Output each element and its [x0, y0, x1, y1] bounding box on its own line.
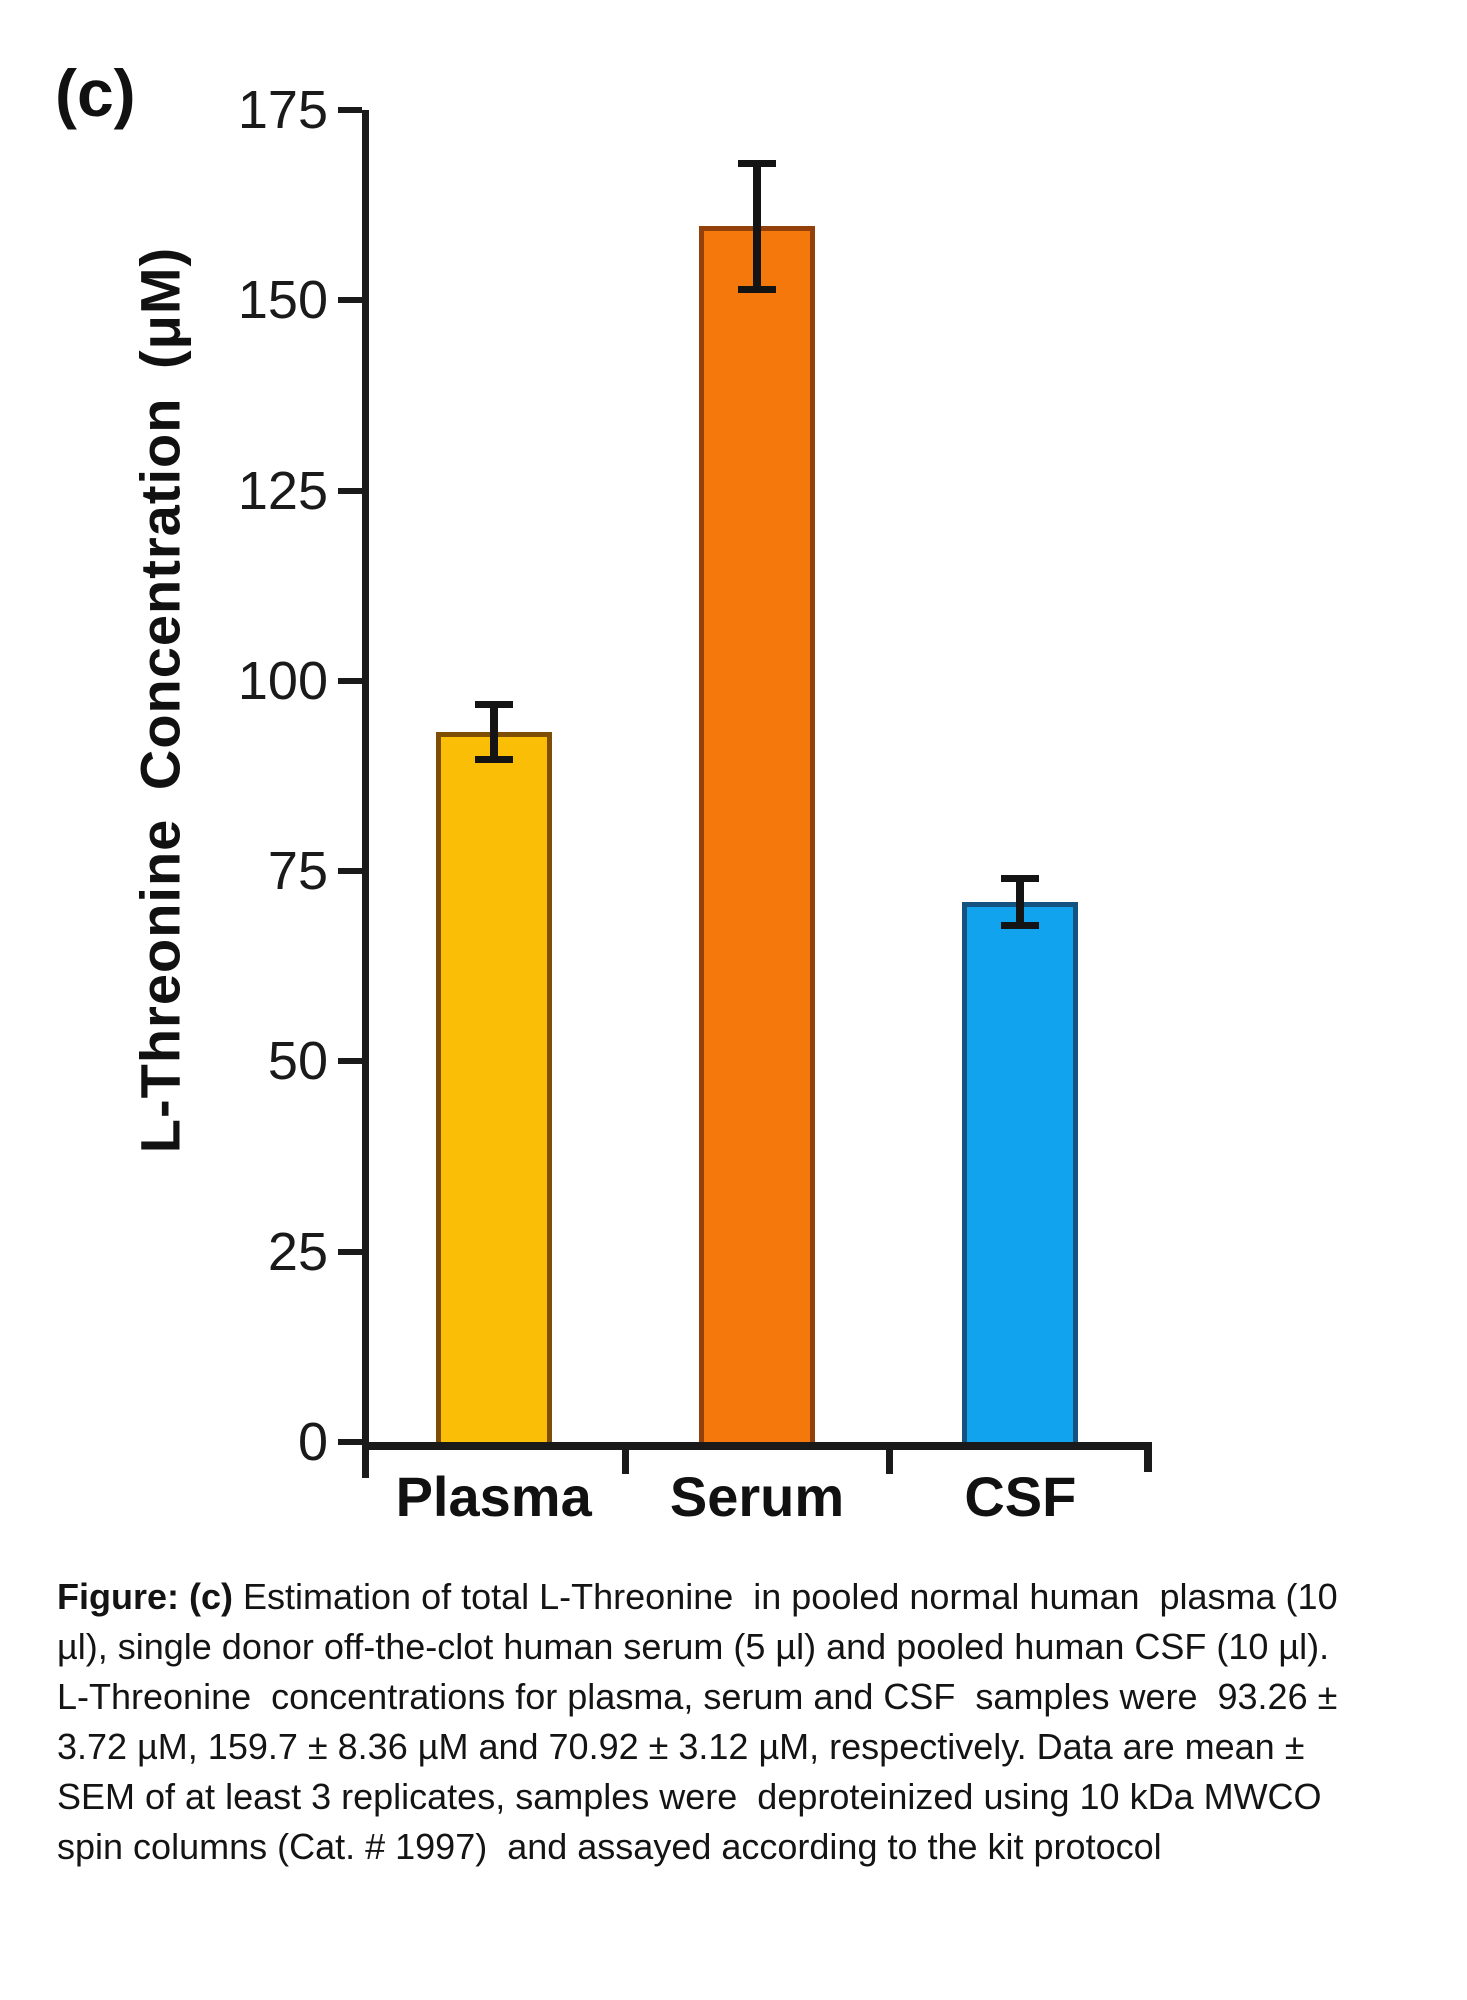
panel-label: (c) [55, 56, 136, 130]
error-cap-top-serum [738, 159, 776, 167]
x-axis-line [362, 1442, 1152, 1450]
y-tick-50 [338, 1058, 362, 1065]
caption-line-4: 3.72 µM, 159.7 ± 8.36 µM and 70.92 ± 3.1… [57, 1726, 1305, 1767]
y-tick-label-25: 25 [267, 1221, 328, 1282]
error-cap-top-plasma [474, 700, 513, 708]
x-category-label-plasma: Plasma [395, 1465, 592, 1528]
bar-serum [699, 226, 815, 1447]
y-tick-label-100: 100 [237, 650, 328, 711]
y-tick-25 [338, 1248, 362, 1255]
x-category-label-csf: CSF [964, 1465, 1077, 1528]
error-cap-bottom-plasma [474, 756, 513, 764]
caption-text: Estimation of total L-Threonine in poole… [233, 1576, 1338, 1617]
y-tick-label-0: 0 [297, 1412, 328, 1472]
y-axis-line [362, 110, 369, 1478]
y-tick-label-50: 50 [267, 1031, 328, 1092]
y-tick-label-125: 125 [237, 460, 328, 521]
y-tick-175 [338, 107, 362, 113]
y-tick-125 [338, 487, 362, 494]
y-tick-75 [338, 868, 362, 875]
y-tick-label-175: 175 [237, 80, 328, 140]
caption-line-2: µl), single donor off-the-clot human ser… [57, 1626, 1330, 1667]
x-axis-boundary-tick [885, 1442, 893, 1474]
bar-csf [962, 902, 1079, 1447]
x-axis-end-tick [1144, 1442, 1152, 1472]
error-cap-bottom-serum [738, 286, 776, 294]
x-axis-boundary-tick [622, 1442, 630, 1474]
caption-figure-label: Figure: (c) [57, 1576, 233, 1617]
caption-line-6: spin columns (Cat. # 1997) and assayed a… [57, 1826, 1162, 1867]
y-tick-150 [338, 297, 362, 304]
error-bar-csf [1016, 878, 1025, 926]
error-bar-serum [753, 162, 761, 291]
error-cap-bottom-csf [1001, 921, 1040, 929]
x-category-label-serum: Serum [669, 1465, 845, 1528]
figure-caption: Figure: (c) Estimation of total L-Threon… [57, 1572, 1427, 1872]
y-tick-label-75: 75 [267, 841, 328, 902]
error-bar-plasma [489, 703, 498, 761]
y-tick-label-150: 150 [237, 270, 328, 331]
y-tick-0 [338, 1439, 362, 1445]
error-cap-top-csf [1001, 875, 1040, 883]
y-tick-100 [338, 677, 362, 684]
caption-line-1: Figure: (c) Estimation of total L-Threon… [57, 1572, 1427, 1622]
bar-plasma [435, 732, 552, 1447]
caption-line-3: L-Threonine concentrations for plasma, s… [57, 1676, 1338, 1717]
caption-line-5: SEM of at least 3 replicates, samples we… [57, 1776, 1322, 1817]
